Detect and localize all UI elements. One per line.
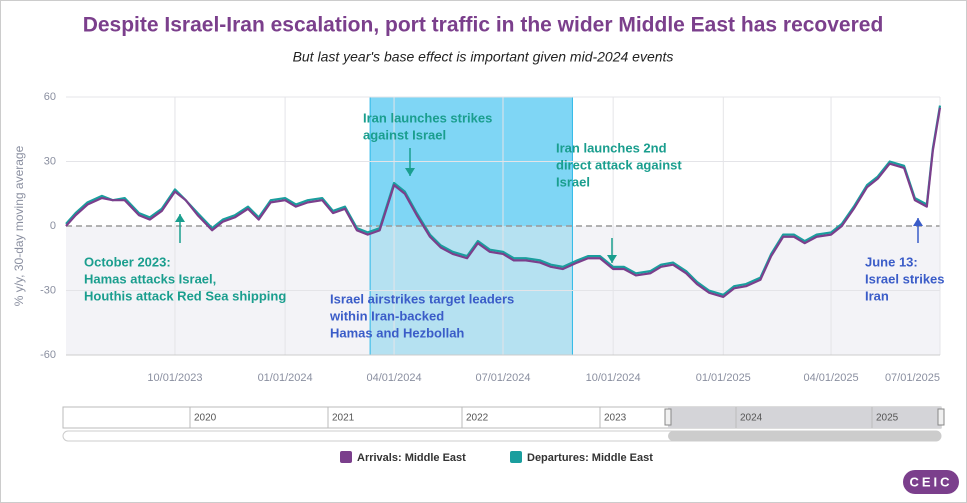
annotation: Iran launches strikes	[363, 110, 492, 125]
annotation: Iran launches 2nd	[556, 140, 667, 155]
arrow-head	[405, 168, 415, 176]
arrow-head	[913, 218, 923, 226]
x-tick-label: 07/01/2024	[475, 372, 530, 384]
x-tick-label: 04/01/2025	[804, 372, 859, 384]
y-tick-label: 30	[44, 155, 56, 167]
legend-swatch	[510, 451, 522, 463]
logo-badge	[903, 470, 959, 494]
navigator-year: 2022	[466, 413, 489, 424]
x-tick-label: 01/01/2024	[258, 372, 313, 384]
navigator[interactable]: 2020 2021 2022 2023 2024 2025	[62, 406, 945, 442]
x-tick-label: 10/01/2023	[147, 372, 202, 384]
navigator-handle[interactable]	[937, 408, 945, 426]
legend-swatch	[340, 451, 352, 463]
annotation: Israel airstrikes target leaders	[330, 291, 514, 306]
annotation: Houthis attack Red Sea shipping	[84, 288, 286, 303]
arrow-head	[607, 255, 617, 263]
scrollbar-thumb[interactable]	[668, 431, 941, 441]
annotation: Israel strikes	[865, 271, 945, 286]
logo: CEIC	[909, 474, 952, 489]
y-tick-label: -60	[40, 349, 56, 361]
arrow-head	[175, 214, 185, 222]
chart-title: Despite Israel-Iran escalation, port tra…	[83, 14, 884, 37]
annotation: October 2023:	[84, 254, 171, 269]
navigator-year: 2023	[604, 413, 627, 424]
annotation: Hamas and Hezbollah	[330, 325, 464, 340]
annotation: within Iran-backed	[329, 308, 444, 323]
annotation: Iran	[865, 288, 889, 303]
x-tick-label: 04/01/2024	[367, 372, 422, 384]
y-tick-label: 60	[44, 91, 56, 103]
navigator-year: 2024	[740, 413, 763, 424]
legend-label: Arrivals: Middle East	[357, 452, 466, 464]
annotation: Israel	[556, 174, 590, 189]
navigator-year: 2025	[876, 413, 899, 424]
series-line	[65, 105, 942, 296]
x-tick-label: 10/01/2024	[586, 372, 641, 384]
annotation: Hamas attacks Israel,	[84, 271, 216, 286]
y-tick-label: 0	[50, 220, 56, 232]
navigator-window[interactable]	[668, 407, 941, 428]
series-line	[65, 107, 942, 299]
legend-label: Departures: Middle East	[527, 452, 653, 464]
annotation: June 13:	[865, 254, 918, 269]
navigator-year: 2020	[194, 413, 217, 424]
navigator-handle[interactable]	[664, 408, 672, 426]
y-axis-label: % y/y, 30-day moving average	[12, 145, 26, 306]
x-tick-label: 07/01/2025	[885, 372, 940, 384]
annotation: against Israel	[363, 127, 446, 142]
annotation: direct attack against	[556, 157, 682, 172]
x-tick-label: 01/01/2025	[696, 372, 751, 384]
navigator-year: 2021	[332, 413, 355, 424]
chart-subtitle: But last year's base effect is important…	[293, 49, 674, 65]
y-tick-label: -30	[40, 284, 56, 296]
